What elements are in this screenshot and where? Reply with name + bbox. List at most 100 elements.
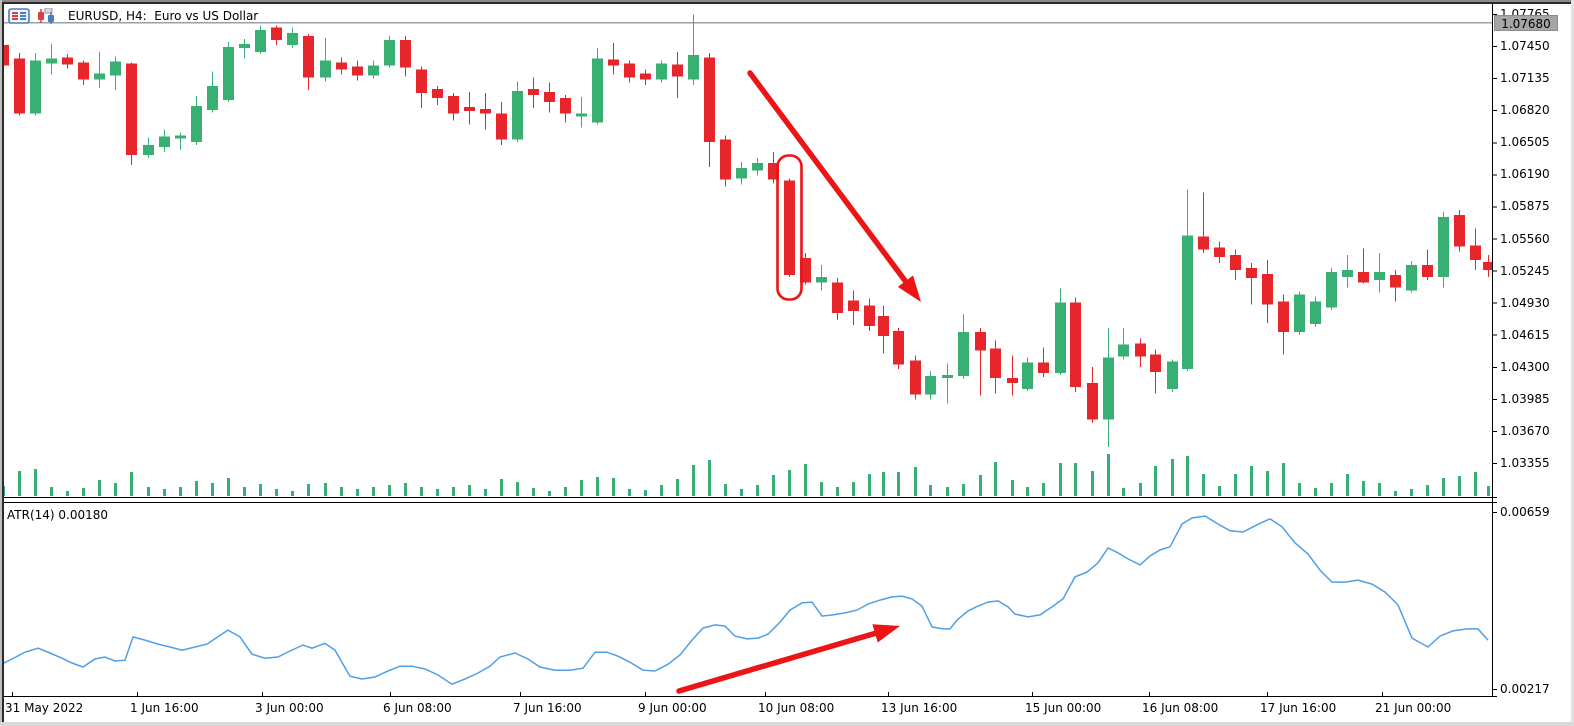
chart-title: EURUSD, H4: Euro vs US Dollar [68, 9, 259, 23]
volume-bar [1346, 474, 1349, 496]
volume-bar [564, 487, 567, 496]
candle [942, 374, 953, 378]
candle [1118, 344, 1129, 357]
volume-bar [227, 478, 230, 496]
charts-list-icon[interactable] [8, 8, 30, 24]
volume-bar [388, 485, 391, 496]
candle [1150, 354, 1161, 372]
price-axis-label: 1.03355 [1500, 456, 1550, 470]
volume-bar [820, 482, 823, 496]
candle [303, 35, 314, 78]
volume-bar [676, 479, 679, 496]
candle [207, 85, 218, 111]
candle [1422, 264, 1433, 278]
panel-splitter[interactable] [0, 497, 1497, 503]
window-left-border [2, 2, 4, 722]
candle [1358, 272, 1369, 283]
atr-rising-arrow [676, 629, 882, 694]
time-axis-label: 21 Jun 00:00 [1375, 701, 1452, 715]
time-axis-label: 13 Jun 16:00 [881, 701, 958, 715]
candle [910, 360, 921, 395]
candle [1294, 294, 1305, 333]
volume-bar [1011, 480, 1014, 496]
candle [1055, 302, 1066, 373]
volume-bar [724, 484, 727, 496]
volume-bar [708, 460, 711, 496]
volume-bar [50, 487, 53, 496]
volume-bar [929, 485, 932, 496]
volume-bar [163, 489, 166, 496]
candle [1103, 357, 1114, 420]
candle [640, 73, 651, 80]
candle [368, 65, 379, 76]
candle [175, 135, 186, 139]
price-axis-label: 1.06820 [1500, 103, 1550, 118]
candle [1262, 274, 1273, 305]
price-axis-label: 1.06190 [1500, 167, 1550, 182]
candle [1198, 236, 1209, 250]
candle [656, 63, 667, 80]
candle [864, 305, 875, 327]
volume-bar [1487, 486, 1490, 496]
volume-bar [4, 486, 5, 496]
atr-rising-arrow-head [872, 624, 900, 643]
volume-bar [1122, 488, 1125, 496]
candle [720, 139, 731, 180]
volume-bar [114, 483, 117, 496]
time-axis-label: 31 May 2022 [5, 701, 84, 715]
volume-bar [1474, 472, 1477, 496]
candle [287, 32, 298, 46]
candle [1454, 215, 1465, 247]
volume-bar [291, 491, 294, 496]
candle [800, 257, 811, 283]
downtrend-arrow [747, 70, 911, 288]
price-axis-label: 1.03985 [1500, 391, 1550, 406]
window-top-border [0, 2, 1574, 4]
volume-bar [1091, 471, 1094, 496]
candles-layer [4, 14, 1492, 448]
candle [832, 282, 843, 313]
price-axis-label: 1.03670 [1500, 423, 1550, 438]
candle [1135, 343, 1146, 357]
volume-bar [914, 467, 917, 496]
candle [1214, 247, 1225, 257]
candle [704, 57, 715, 142]
candle [239, 44, 250, 49]
volume-bars-layer [4, 454, 1490, 496]
volume-bar [1442, 478, 1445, 496]
volume-bar [452, 487, 455, 496]
volume-bar [484, 489, 487, 496]
chart-window-icon[interactable] [36, 7, 58, 24]
annotations-layer [676, 70, 921, 694]
volume-bar [660, 485, 663, 496]
current-price-label: 1.07680 [1494, 14, 1558, 31]
candle [1230, 254, 1241, 271]
volume-bar [836, 487, 839, 496]
volume-bar [596, 477, 599, 496]
volume-bar [580, 480, 583, 496]
chart-title-bar: EURUSD, H4: Euro vs US Dollar [8, 7, 258, 25]
candle [94, 73, 105, 80]
candle [143, 144, 154, 156]
volume-bar [372, 487, 375, 496]
atr-axis-min-label: 0.00217 [1500, 682, 1550, 696]
candle [62, 57, 73, 65]
candle [688, 55, 699, 80]
volume-bar [404, 483, 407, 496]
candle [416, 69, 427, 93]
candle [1390, 275, 1401, 288]
volume-bar [868, 474, 871, 496]
volume-bar [195, 481, 198, 496]
candle [512, 90, 523, 140]
candle [768, 163, 779, 180]
candle [1038, 362, 1049, 373]
candle [925, 375, 936, 395]
price-axis-label: 1.04930 [1500, 295, 1550, 310]
candle [1087, 383, 1098, 420]
time-axis-label: 16 Jun 08:00 [1142, 701, 1219, 715]
volume-bar [1202, 474, 1205, 496]
candle [4, 45, 9, 66]
candle [752, 163, 763, 171]
volume-bar [1154, 466, 1157, 496]
